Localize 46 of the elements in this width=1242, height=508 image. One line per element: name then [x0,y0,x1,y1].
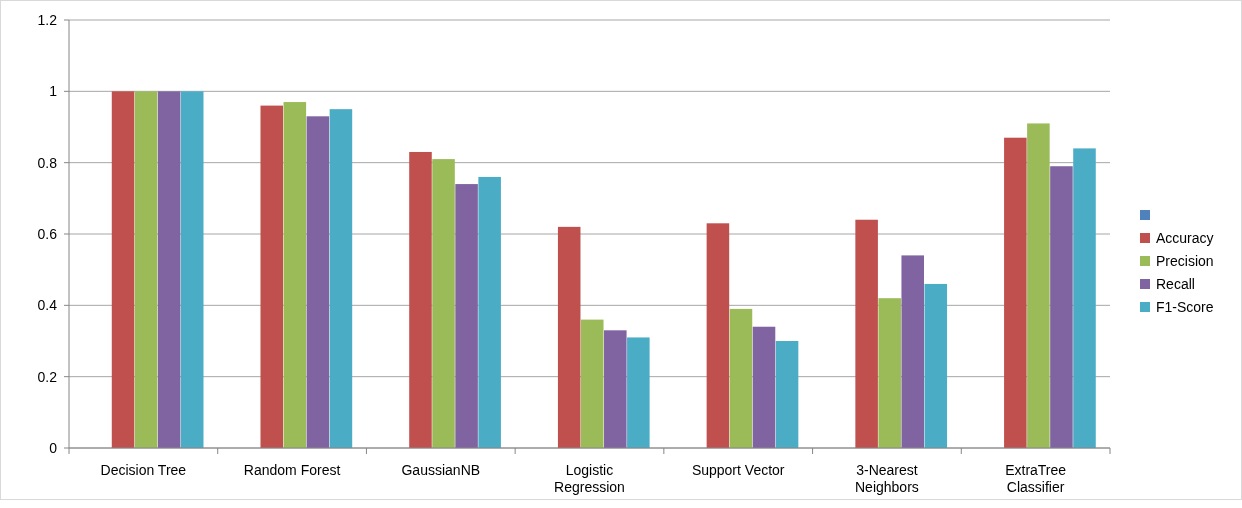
bar [729,308,753,448]
bar [111,91,135,448]
bar [706,223,730,448]
y-tick-label: 0.6 [37,225,58,242]
legend-label: Recall [1156,275,1195,292]
bar [180,91,204,448]
bar [283,102,307,448]
bar [409,151,432,448]
bar [557,226,581,448]
bar [775,341,799,448]
legend-label: F1-Score [1156,298,1214,315]
x-tick-label: Logistic Regression [554,462,625,495]
x-tick-label: Support Vector [691,462,785,478]
bar [306,116,330,448]
bar [455,184,478,448]
x-tick-label: 3-Nearest Neighbors [855,462,919,495]
legend-label: Precision [1156,252,1214,269]
bar [478,176,501,448]
y-tick-label: 0.4 [37,297,58,314]
bar [580,319,604,448]
bar [901,255,924,448]
bar [329,109,353,448]
bar [855,219,878,448]
bar [752,326,776,448]
bar [627,337,650,448]
bar [1027,123,1050,448]
legend-label: Accuracy [1156,229,1214,246]
bar [878,298,901,448]
x-tick-label: ExtraTree Classifier [1005,462,1067,495]
x-tick-label: Random Forest [243,462,341,478]
bar [134,91,158,448]
bar [1050,166,1073,448]
bar [924,283,948,448]
y-tick-label: 0.8 [37,154,58,171]
bar [260,105,284,448]
bar [604,330,627,448]
y-tick-label: 1.2 [37,11,58,28]
x-tick-label: Decision Tree [100,462,187,478]
bar [157,91,181,448]
bar [1004,137,1027,448]
y-tick-label: 0.2 [37,368,58,385]
x-tick-label: GaussianNB [401,462,481,478]
y-tick-label: 0 [49,439,58,456]
y-tick-label: 1 [49,83,58,100]
bar [1073,148,1096,448]
bar [432,159,455,448]
